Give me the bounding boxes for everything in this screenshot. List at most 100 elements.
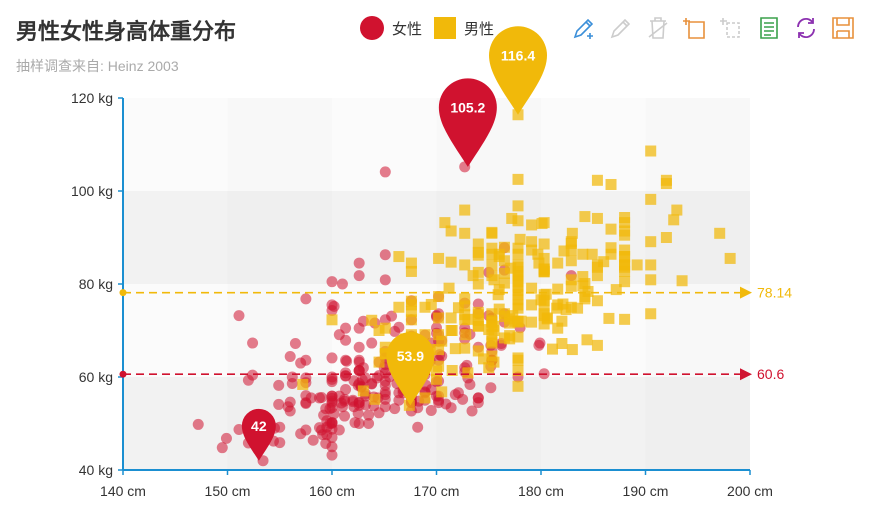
data-point[interactable] — [340, 367, 352, 379]
data-point[interactable] — [472, 246, 484, 258]
data-point[interactable] — [445, 225, 457, 237]
data-point[interactable] — [433, 312, 445, 324]
data-point[interactable] — [340, 354, 352, 366]
data-point[interactable] — [619, 251, 631, 263]
data-point[interactable] — [369, 393, 381, 405]
data-point[interactable] — [676, 275, 688, 287]
data-point[interactable] — [581, 334, 593, 346]
data-point[interactable] — [436, 335, 448, 347]
data-point[interactable] — [333, 424, 345, 436]
data-point[interactable] — [284, 351, 296, 363]
data-point[interactable] — [405, 265, 417, 277]
data-point[interactable] — [605, 248, 617, 260]
data-point[interactable] — [284, 405, 296, 417]
data-point[interactable] — [498, 308, 510, 320]
data-point[interactable] — [379, 322, 391, 334]
data-point[interactable] — [485, 382, 497, 394]
data-point[interactable] — [393, 321, 405, 333]
data-point[interactable] — [552, 283, 564, 295]
data-point[interactable] — [512, 200, 524, 212]
data-point[interactable] — [353, 418, 365, 429]
area-zoom-button[interactable] — [570, 14, 598, 42]
data-point[interactable] — [459, 204, 471, 216]
data-point[interactable] — [340, 322, 352, 334]
mark-pin[interactable]: 116.4 — [489, 26, 548, 115]
data-point[interactable] — [579, 278, 591, 290]
data-point[interactable] — [220, 432, 232, 444]
data-point[interactable] — [459, 300, 471, 312]
data-point[interactable] — [493, 248, 505, 260]
data-point[interactable] — [379, 341, 391, 353]
data-point[interactable] — [472, 306, 484, 318]
data-point[interactable] — [512, 364, 524, 376]
data-point[interactable] — [512, 354, 524, 366]
data-point[interactable] — [526, 219, 538, 231]
data-point[interactable] — [486, 248, 498, 260]
data-point[interactable] — [566, 227, 578, 239]
data-point[interactable] — [379, 274, 391, 286]
data-point[interactable] — [389, 403, 401, 415]
data-point[interactable] — [300, 424, 312, 436]
data-point[interactable] — [445, 256, 457, 268]
data-point[interactable] — [552, 322, 564, 334]
data-point[interactable] — [526, 236, 538, 248]
data-point[interactable] — [446, 364, 458, 376]
data-point[interactable] — [466, 405, 478, 417]
data-point[interactable] — [379, 367, 391, 379]
data-point[interactable] — [459, 259, 471, 271]
data-point[interactable] — [619, 276, 631, 288]
data-point[interactable] — [472, 266, 484, 278]
data-point[interactable] — [353, 341, 365, 353]
data-point[interactable] — [566, 344, 578, 356]
data-point[interactable] — [619, 244, 631, 256]
data-point[interactable] — [486, 270, 498, 282]
data-point[interactable] — [326, 299, 338, 311]
data-point[interactable] — [433, 344, 445, 356]
data-point[interactable] — [577, 271, 589, 283]
data-point[interactable] — [610, 284, 622, 296]
data-point[interactable] — [459, 314, 471, 326]
data-point[interactable] — [526, 316, 538, 328]
data-point[interactable] — [565, 301, 577, 313]
data-point[interactable] — [326, 352, 338, 364]
data-point[interactable] — [538, 318, 550, 330]
data-point[interactable] — [486, 226, 498, 238]
data-point[interactable] — [412, 421, 424, 433]
data-point[interactable] — [379, 348, 391, 360]
data-point[interactable] — [603, 312, 615, 324]
data-point[interactable] — [486, 329, 498, 341]
data-point[interactable] — [619, 212, 631, 224]
data-point[interactable] — [558, 245, 570, 257]
save-image-button[interactable] — [829, 14, 857, 42]
data-point[interactable] — [445, 312, 457, 324]
data-point[interactable] — [498, 267, 510, 279]
data-point[interactable] — [462, 367, 474, 379]
data-view-button[interactable] — [755, 14, 783, 42]
data-point[interactable] — [393, 301, 405, 313]
data-point[interactable] — [439, 217, 451, 229]
data-point[interactable] — [591, 270, 603, 282]
data-point[interactable] — [512, 294, 524, 306]
clear-button[interactable] — [644, 14, 672, 42]
data-point[interactable] — [472, 298, 484, 310]
data-point[interactable] — [286, 371, 298, 383]
data-point[interactable] — [591, 212, 603, 224]
data-point[interactable] — [498, 277, 510, 289]
data-point[interactable] — [512, 173, 524, 185]
data-point[interactable] — [498, 255, 510, 267]
data-point[interactable] — [591, 295, 603, 307]
data-point[interactable] — [605, 242, 617, 254]
data-point[interactable] — [512, 248, 524, 260]
data-point[interactable] — [452, 302, 464, 314]
lasso-select-button[interactable] — [718, 14, 746, 42]
data-point[interactable] — [357, 385, 369, 397]
data-point[interactable] — [579, 211, 591, 223]
legend-item-male[interactable]: 男性 — [434, 17, 494, 39]
data-point[interactable] — [464, 378, 476, 390]
data-point[interactable] — [366, 337, 378, 349]
data-point[interactable] — [512, 380, 524, 392]
data-point[interactable] — [393, 251, 405, 263]
data-point[interactable] — [233, 424, 245, 436]
data-point[interactable] — [533, 339, 545, 351]
data-point[interactable] — [425, 384, 437, 396]
